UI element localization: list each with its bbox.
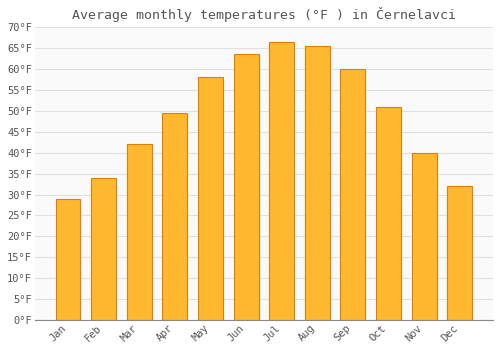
Bar <box>56 199 80 320</box>
Bar <box>162 113 188 320</box>
Bar <box>376 107 401 320</box>
Bar <box>127 144 152 320</box>
Bar <box>412 153 436 320</box>
Bar <box>234 55 258 320</box>
Title: Average monthly temperatures (°F ) in Černelavci: Average monthly temperatures (°F ) in Če… <box>72 7 456 22</box>
Bar <box>305 46 330 320</box>
Bar <box>448 186 472 320</box>
Bar <box>269 42 294 320</box>
Bar <box>198 77 223 320</box>
Bar <box>340 69 365 320</box>
Bar <box>91 178 116 320</box>
